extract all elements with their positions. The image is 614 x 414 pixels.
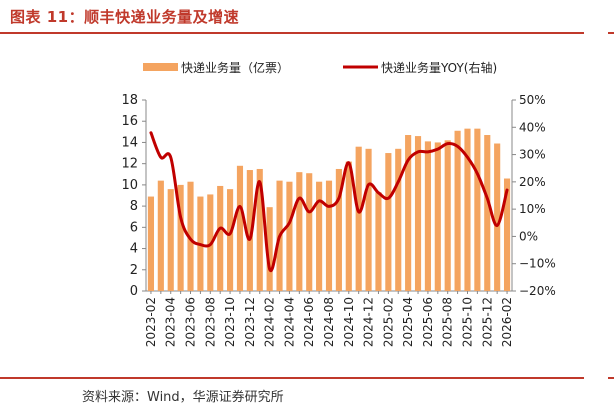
footer-rule <box>0 377 584 379</box>
bar-2025-02 <box>385 153 392 291</box>
left-axis-tick-label: 18 <box>121 93 138 108</box>
x-tick-label-2025-06: 2025-06 <box>421 297 435 347</box>
x-tick-label-2024-02: 2024-02 <box>263 297 277 347</box>
left-axis-tick-label: 14 <box>121 135 138 150</box>
bar-2025-06 <box>424 141 431 291</box>
right-axis-tick-label: −20% <box>519 284 556 298</box>
x-tick-label-2024-08: 2024-08 <box>322 297 336 347</box>
bar-2024-06 <box>306 173 313 291</box>
right-axis-tick-label: −10% <box>519 257 556 271</box>
title-rule <box>0 32 584 34</box>
x-tick-label-2025-10: 2025-10 <box>460 297 474 347</box>
x-tick-label-2023-08: 2023-08 <box>203 297 217 347</box>
x-tick-label-2023-04: 2023-04 <box>164 297 178 347</box>
line-series <box>149 131 509 273</box>
bar-2025-07 <box>434 142 441 291</box>
bar-2023-05 <box>177 184 184 291</box>
bar-2024-01 <box>256 168 263 291</box>
left-axis-tick-label: 6 <box>130 220 138 235</box>
title-rule-edge <box>608 32 614 34</box>
legend-bar-label: 快递业务量（亿票） <box>181 60 289 75</box>
x-tick-label-2024-10: 2024-10 <box>342 297 356 347</box>
left-axis-tick-label: 4 <box>130 242 138 257</box>
left-axis-tick-label: 12 <box>121 157 138 172</box>
right-axis-tick-label: 30% <box>519 148 546 162</box>
footer-rule-edge <box>608 377 614 379</box>
bar-2024-04 <box>286 181 293 291</box>
bar-2025-04 <box>405 135 412 291</box>
bar-2025-01 <box>375 192 382 291</box>
x-tick-label-2025-02: 2025-02 <box>381 297 395 347</box>
bar-2023-06 <box>187 181 194 291</box>
bar-2023-04 <box>167 189 174 291</box>
legend-line-label: 快递业务量YOY(右轴) <box>381 60 497 75</box>
bar-2025-09 <box>454 130 461 291</box>
left-axis-tick-label: 2 <box>130 263 138 278</box>
bar-2025-12 <box>484 135 491 291</box>
left-axis-tick-label: 10 <box>121 178 138 193</box>
chart-title: 图表 11：顺丰快递业务量及增速 <box>10 8 240 26</box>
left-axis-tick-label: 16 <box>121 114 138 129</box>
bar-2024-09 <box>335 168 342 291</box>
source-note: 资料来源：Wind，华源证券研究所 <box>82 390 284 405</box>
x-tick-label-2023-12: 2023-12 <box>243 297 257 347</box>
bar-2023-11 <box>236 165 244 291</box>
bar-2025-05 <box>414 136 422 291</box>
x-tick-label-2023-02: 2023-02 <box>144 297 158 347</box>
right-axis-tick-label: 0% <box>519 229 538 243</box>
bar-2024-08 <box>325 180 333 291</box>
legend: 快递业务量（亿票） 快递业务量YOY(右轴) <box>143 60 497 75</box>
legend-bar-swatch <box>143 63 178 71</box>
bar-2024-05 <box>296 172 303 291</box>
right-axis-tick-label: 20% <box>519 175 546 189</box>
x-tick-label-2025-08: 2025-08 <box>441 297 455 347</box>
bar-2025-03 <box>395 148 402 291</box>
bar-2026-01 <box>494 143 501 291</box>
bar-2025-08 <box>444 140 451 291</box>
bar-2025-11 <box>474 128 481 291</box>
left-axis-tick-label: 0 <box>130 284 138 299</box>
bar-2024-10 <box>345 161 352 291</box>
yoy-line <box>149 131 509 273</box>
right-axis-tick-label: 40% <box>519 120 546 134</box>
x-tick-label-2024-06: 2024-06 <box>302 297 316 347</box>
x-tick-label-2025-04: 2025-04 <box>401 297 415 347</box>
bar-2024-02 <box>266 207 273 291</box>
bar-2026-02 <box>503 178 511 291</box>
bar-2023-03 <box>157 180 164 291</box>
bar-2024-07 <box>316 181 323 291</box>
right-axis-tick-label: 50% <box>519 93 546 107</box>
x-tick-label-2023-06: 2023-06 <box>184 297 198 347</box>
x-tick-label-2026-02: 2026-02 <box>500 297 514 347</box>
bar-series <box>147 128 511 291</box>
bar-2023-02 <box>147 196 155 291</box>
x-tick-label-2024-04: 2024-04 <box>282 297 296 347</box>
bar-2024-11 <box>355 146 362 291</box>
right-axis-tick-label: 10% <box>519 202 546 216</box>
left-axis-tick-label: 8 <box>130 199 138 214</box>
bar-2025-10 <box>464 128 471 291</box>
x-tick-label-2025-12: 2025-12 <box>480 297 494 347</box>
bar-2023-09 <box>217 185 224 291</box>
bar-2023-12 <box>246 170 253 291</box>
x-tick-label-2024-12: 2024-12 <box>362 297 376 347</box>
tick-labels: 0 2 4 6 8 10 12 14 16 18 −20% −10% 0% 10% 20% 30% 40% 50%… <box>121 93 555 347</box>
bar-2023-10 <box>227 189 234 291</box>
x-tick-label-2023-10: 2023-10 <box>223 297 237 347</box>
bar-2024-12 <box>365 148 372 291</box>
